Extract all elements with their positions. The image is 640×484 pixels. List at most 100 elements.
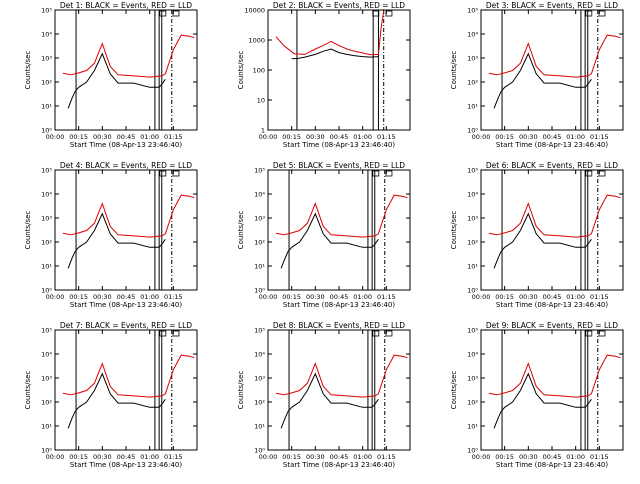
y-tick-label: 10² [41,399,52,407]
y-axis-label: Counts/sec [24,371,32,410]
marker-box [159,10,167,17]
x-tick-label: 01:00 [140,453,159,461]
y-axis-label: Counts/sec [24,211,32,250]
y-tick-label: 10³ [41,215,52,223]
lld-series-line [275,11,385,56]
x-axis-label: Start Time (08-Apr-13 23:46:40) [496,301,608,309]
x-tick-label: 00:30 [93,293,112,301]
x-tick-label: 00:15 [282,293,301,301]
x-tick-label: 00:30 [93,133,112,141]
x-tick-label: 00:15 [69,133,88,141]
x-tick-label: 00:45 [330,293,349,301]
y-tick-label: 10¹ [467,263,478,271]
plot-frame [267,9,411,131]
y-tick-label: 10⁵ [254,327,265,335]
y-axis-label: Counts/sec [237,51,245,90]
y-axis-label: Counts/sec [450,51,458,90]
lld-series-line [275,194,408,238]
y-tick-label: 10² [467,399,478,407]
y-tick-label: 10⁴ [41,31,52,39]
y-tick-label: 10³ [467,375,478,383]
marker-box [372,170,380,177]
detector-panel-3: Det 3: BLACK = Events, RED = LLD 10⁰ 10¹ 10… [450,1,624,149]
x-axis-label: Start Time (08-Apr-13 23:46:40) [70,301,182,309]
y-tick-label: 10⁰ [467,447,478,455]
y-tick-label: 10⁰ [467,127,478,135]
events-series-line [280,212,379,269]
x-tick-label: 01:00 [140,293,159,301]
panel-title: Det 3: BLACK = Events, RED = LLD [486,1,618,10]
panel-title: Det 9: BLACK = Events, RED = LLD [486,321,618,330]
y-tick-label: 1000 [248,37,265,45]
lld-series-line [62,34,195,78]
x-tick-label: 00:45 [117,293,136,301]
x-tick-label: 01:00 [353,453,372,461]
x-tick-label: 01:00 [353,293,372,301]
x-tick-label: 01:00 [140,133,159,141]
x-tick-label: 00:00 [472,453,491,461]
events-series-line [493,372,592,429]
x-tick-label: 01:15 [377,293,396,301]
x-tick-label: 00:00 [259,293,278,301]
y-tick-label: 10³ [467,215,478,223]
y-tick-label: 10000 [244,7,265,15]
panel-title: Det 4: BLACK = Events, RED = LLD [60,161,192,170]
x-tick-label: 00:00 [46,453,65,461]
y-tick-label: 10⁰ [41,287,52,295]
marker-box [172,10,180,17]
y-tick-label: 10¹ [41,103,52,111]
detector-panel-5: Det 5: BLACK = Events, RED = LLD 10⁰ 10¹ 10… [237,161,411,309]
x-axis-label: Start Time (08-Apr-13 23:46:40) [496,461,608,469]
y-tick-label: 10⁴ [467,31,478,39]
marker-box [385,170,393,177]
x-tick-label: 00:30 [306,133,325,141]
x-tick-label: 00:45 [543,133,562,141]
lld-series-line [275,354,408,398]
x-tick-label: 00:00 [46,133,65,141]
x-tick-label: 00:15 [495,453,514,461]
detector-panel-1: Det 1: BLACK = Events, RED = LLD 10⁰ 10¹ 10… [24,1,198,149]
marker-box [385,10,393,17]
x-tick-label: 01:15 [377,453,396,461]
panel-title: Det 7: BLACK = Events, RED = LLD [60,321,192,330]
x-tick-label: 01:15 [377,133,396,141]
marker-box [585,330,593,337]
y-tick-label: 100 [253,67,265,75]
y-tick-label: 10⁵ [254,167,265,175]
x-axis-label: Start Time (08-Apr-13 23:46:40) [283,141,395,149]
events-series-line [67,372,166,429]
y-tick-label: 10⁵ [41,327,52,335]
x-tick-label: 00:15 [495,133,514,141]
y-tick-label: 10⁰ [254,287,265,295]
detector-panel-8: Det 8: BLACK = Events, RED = LLD 10⁰ 10¹ 10… [237,321,411,469]
panel-title: Det 1: BLACK = Events, RED = LLD [60,1,192,10]
marker-box [372,10,380,17]
x-tick-label: 01:15 [164,453,183,461]
x-tick-label: 01:15 [164,133,183,141]
x-tick-label: 00:30 [519,133,538,141]
marker-box [172,170,180,177]
y-tick-label: 10² [41,239,52,247]
y-tick-label: 10³ [41,375,52,383]
y-tick-label: 10³ [467,55,478,63]
x-tick-label: 01:15 [590,133,609,141]
events-series-line [493,212,592,269]
events-series-line [67,212,166,269]
x-tick-label: 00:30 [93,453,112,461]
y-tick-label: 10 [257,97,265,105]
x-tick-label: 00:45 [543,453,562,461]
y-tick-label: 10⁵ [467,327,478,335]
marker-box [585,10,593,17]
lld-series-line [488,354,621,398]
y-tick-label: 10⁵ [41,7,52,15]
panel-title: Det 8: BLACK = Events, RED = LLD [273,321,405,330]
x-axis-label: Start Time (08-Apr-13 23:46:40) [283,301,395,309]
panel-title: Det 2: BLACK = Events, RED = LLD [273,1,405,10]
y-axis-label: Counts/sec [237,371,245,410]
marker-box [372,330,380,337]
y-tick-label: 10⁴ [467,351,478,359]
x-tick-label: 01:00 [353,133,372,141]
x-tick-label: 00:45 [117,133,136,141]
x-tick-label: 01:00 [566,293,585,301]
